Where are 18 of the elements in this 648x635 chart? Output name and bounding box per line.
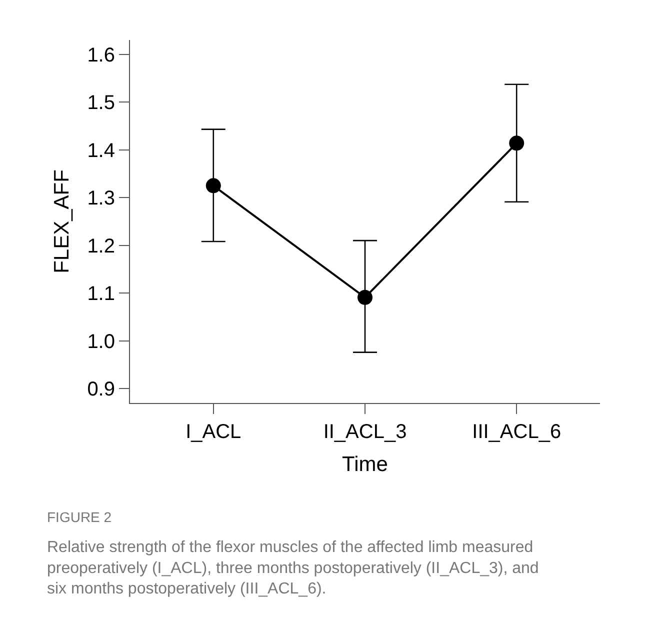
point [509, 136, 524, 151]
y-tick-label: 1.3 [87, 188, 115, 210]
y-tick-label: 1.6 [87, 44, 115, 66]
x-axis-title: Time [342, 453, 388, 476]
y-tick-label: 1.2 [87, 235, 115, 258]
point [206, 178, 221, 194]
x-tick-label: III_ACL_6 [472, 420, 562, 443]
point [358, 290, 372, 305]
y-tick-label: 1.5 [87, 92, 115, 114]
y-tick-label: 1.4 [87, 140, 115, 162]
y-axis-title: FLEX_AFF [50, 170, 74, 274]
y-tick-label: 0.9 [87, 378, 115, 401]
y-tick-label: 1.0 [87, 330, 115, 353]
text: Relative strength of the flexor muscles of the affected limb measured preoperatively (I_ACL), three months postoperatively (II_ACL_3), and six months postoperatively (III_ACL_6). [47, 539, 539, 598]
x-tick-label: I_ACL [186, 420, 242, 443]
x-tick-label: II_ACL_3 [323, 420, 407, 443]
y-tick-label: 1.1 [87, 283, 115, 306]
caption: FIGURE 2 [47, 509, 112, 525]
